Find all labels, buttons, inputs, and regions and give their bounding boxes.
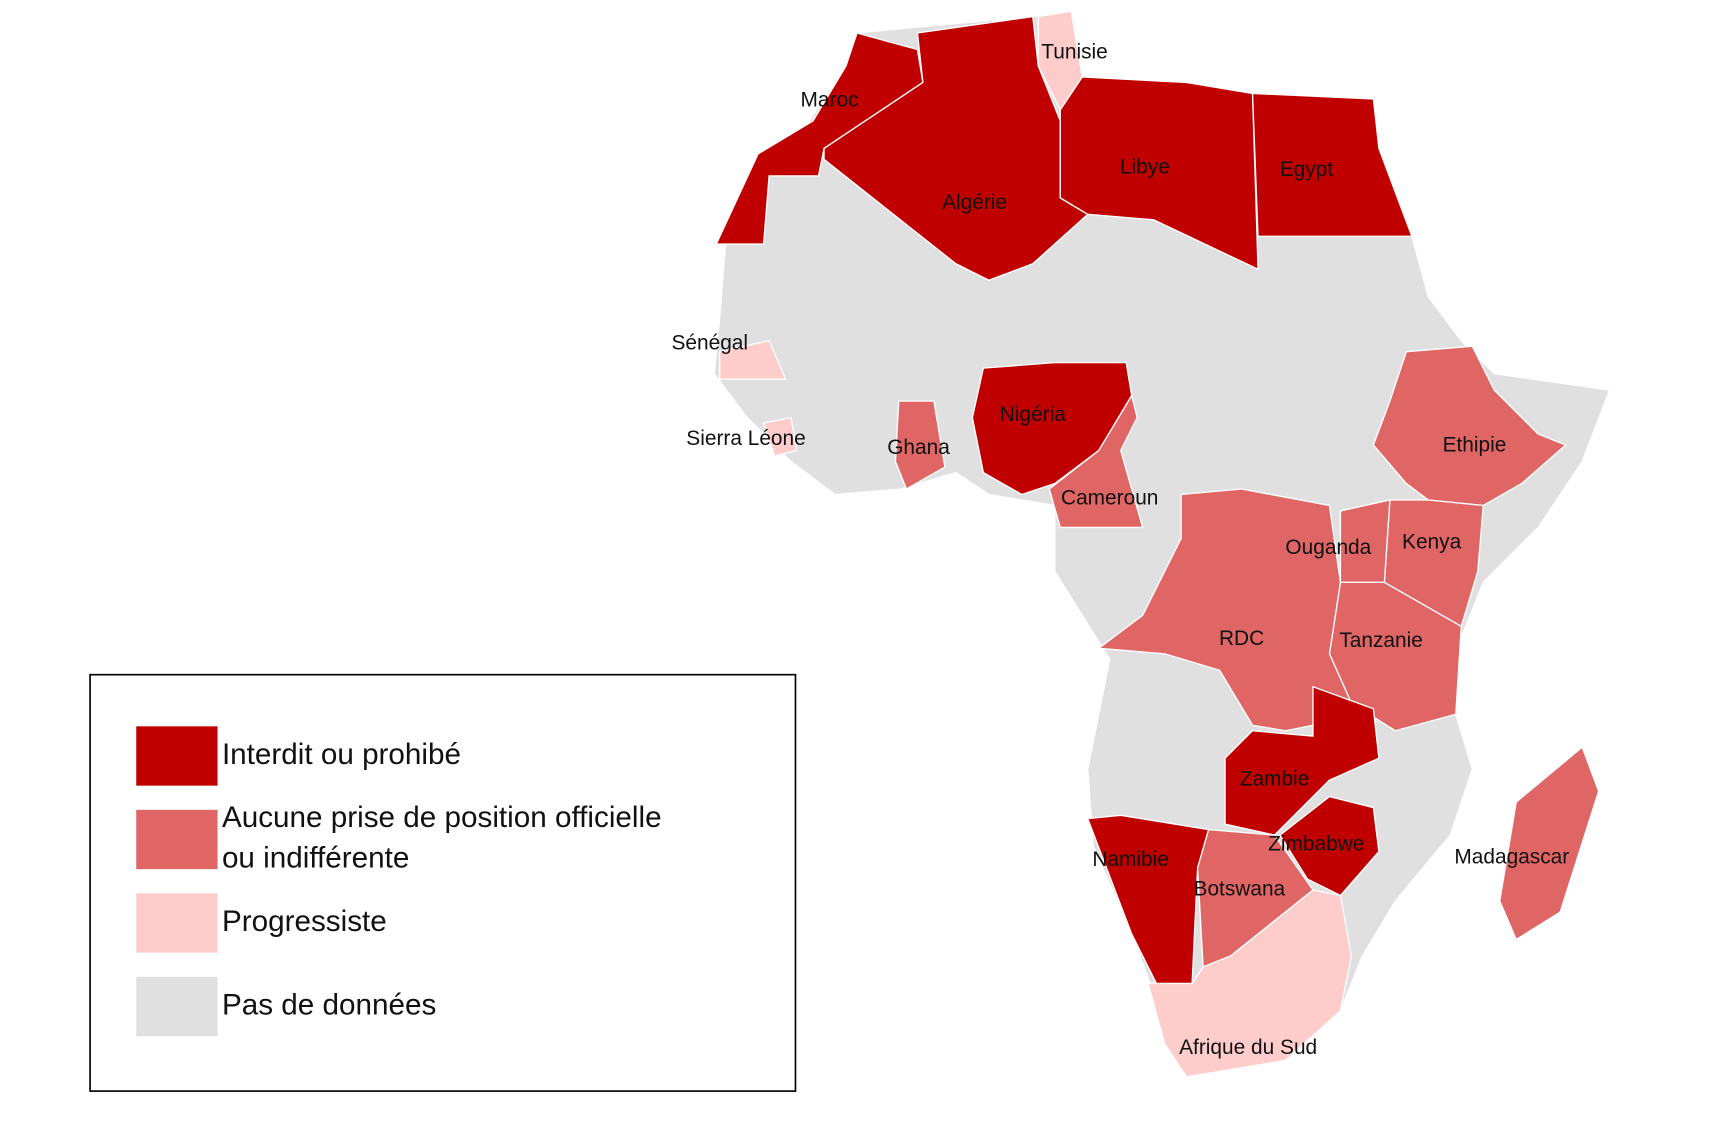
legend-swatch — [136, 809, 218, 870]
country — [1499, 746, 1600, 941]
country-label: Algérie — [942, 191, 1007, 214]
country-label: Libye — [1120, 156, 1170, 179]
country — [762, 416, 798, 457]
country-label: Ethipie — [1443, 434, 1507, 457]
country-label: Sierra Léone — [686, 427, 805, 450]
country-label: RDC — [1219, 627, 1264, 650]
country-label: Tunisie — [1041, 40, 1107, 63]
country — [1251, 92, 1413, 237]
country-label: Ghana — [887, 436, 950, 459]
country-label: Kenya — [1402, 530, 1462, 553]
country-label: Maroc — [801, 89, 859, 112]
country — [1048, 393, 1144, 529]
country — [1059, 76, 1259, 271]
country-label: Ouganda — [1285, 536, 1371, 559]
country-label: Namibie — [1092, 848, 1169, 871]
legend-swatch — [136, 893, 218, 953]
country — [1147, 889, 1353, 1078]
countries — [715, 10, 1600, 1078]
legend-label: Aucune prise de position officielle — [222, 801, 662, 834]
country — [894, 400, 946, 490]
country-labels: Maroc Algérie Tunisie Libye Egypt Sénégal Sier… — [671, 40, 1569, 1058]
country-label: Zambie — [1240, 768, 1310, 791]
country — [1279, 795, 1380, 897]
country-label: Zimbabwe — [1268, 832, 1364, 855]
legend-swatch — [136, 726, 218, 786]
legend-label: ou indifférente — [222, 842, 409, 875]
country — [1372, 345, 1567, 507]
country-label: Tanzanie — [1339, 629, 1423, 652]
country — [1096, 488, 1353, 732]
legend: Interdit ou prohibé Aucune prise de posit… — [136, 726, 662, 1037]
legend-label: Progressiste — [222, 905, 387, 938]
country-label: Cameroun — [1061, 486, 1158, 509]
legend-label: Interdit ou prohibé — [222, 738, 461, 771]
legend-swatch — [136, 976, 218, 1037]
country — [719, 339, 787, 380]
country-label: Afrique du Sud — [1179, 1036, 1317, 1059]
country-label: Madagascar — [1454, 846, 1569, 869]
country-label: Nigéria — [1000, 403, 1066, 426]
country-label: Egypt — [1280, 158, 1334, 181]
legend-label: Pas de données — [222, 988, 436, 1021]
country-label: Botswana — [1194, 878, 1286, 901]
country — [1086, 814, 1210, 990]
country-label: Sénégal — [671, 331, 748, 354]
country — [1224, 685, 1380, 836]
